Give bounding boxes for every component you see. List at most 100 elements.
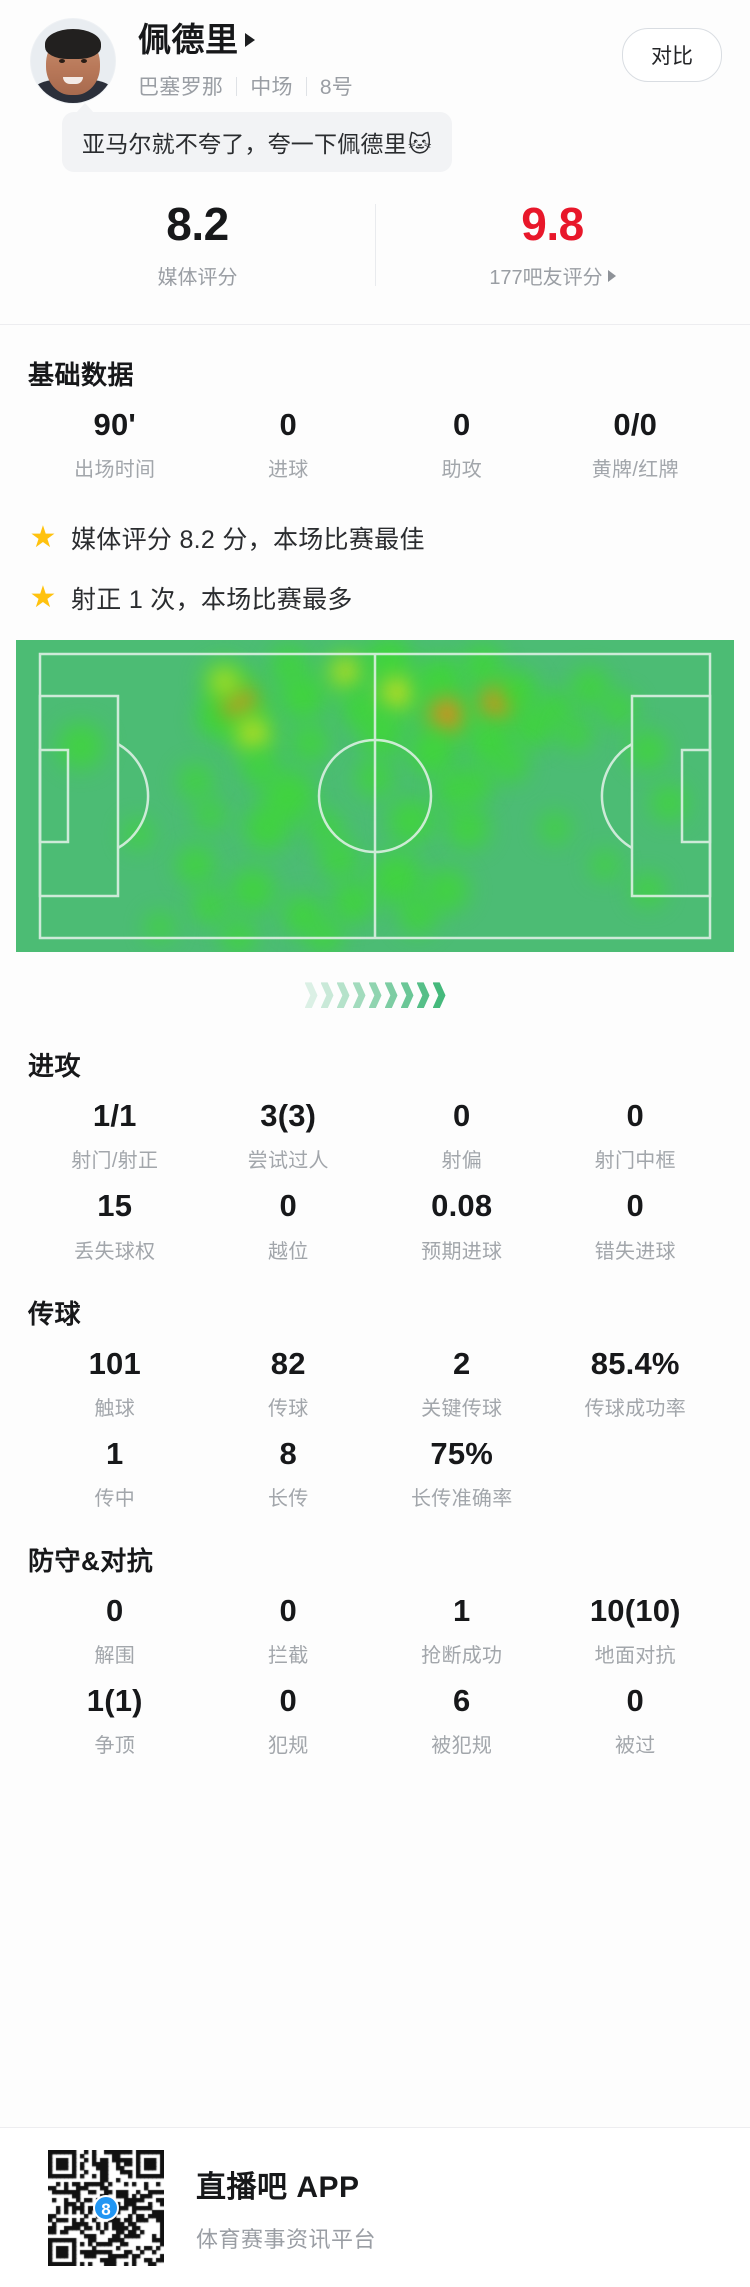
stat-value: 0 <box>626 1098 644 1134</box>
heatmap-blob <box>227 864 278 915</box>
media-rating-label: 媒体评分 <box>158 261 238 290</box>
player-team: 巴塞罗那 <box>138 76 224 100</box>
stat-cell: 0 解围 <box>28 1592 202 1668</box>
quote-bubble-wrap: 亚马尔就不夸了，夸一下佩德里🐱 <box>0 103 750 172</box>
stat-row: 15 丢失球权 0 越位 0.08 预期进球 0 错失进球 <box>28 1189 722 1263</box>
stat-label: 长传准确率 <box>411 1487 513 1510</box>
heatmap-pitch[interactable] <box>16 640 734 953</box>
stat-cell: 0 被过 <box>549 1682 723 1758</box>
stat-value: 3(3) <box>260 1098 317 1134</box>
stat-cell: 0 射门中框 <box>549 1099 723 1173</box>
media-rating-label-text: 媒体评分 <box>157 267 238 290</box>
stat-label: 错失进球 <box>594 1240 676 1263</box>
stat-cell: 0 射偏 <box>375 1099 549 1173</box>
scroll-hint-arrows <box>0 974 750 1016</box>
quote-text: 亚马尔就不夸了，夸一下佩德里 <box>82 131 407 157</box>
footer-text: 直播吧 APP 体育赛事资讯平台 <box>196 2162 376 2254</box>
stat-cell: 0 越位 <box>202 1189 376 1263</box>
stat-cell: 15 丢失球权 <box>28 1189 202 1263</box>
stat-cell: 75% 长传准确率 <box>375 1436 549 1511</box>
stat-value: 0.08 <box>431 1188 493 1224</box>
highlight-text: 射正 1 次，本场比赛最多 <box>71 586 353 615</box>
chevron-right-icon <box>369 982 382 1008</box>
chevron-right-icon <box>353 982 366 1008</box>
meta-divider <box>305 76 307 96</box>
stat-cell-empty <box>549 1437 723 1511</box>
stat-label: 射门中框 <box>594 1150 676 1173</box>
fans-rating-label-text: 177吧友评分 <box>489 267 603 290</box>
player-name-row[interactable]: 佩德里 <box>138 21 720 58</box>
stat-label: 传中 <box>94 1487 136 1510</box>
stat-cell: 0 错失进球 <box>549 1189 723 1263</box>
stat-cell: 101 触球 <box>28 1345 202 1421</box>
stat-cell: 0 拦截 <box>202 1593 376 1668</box>
stat-cell: 1/1 射门/射正 <box>28 1099 202 1173</box>
player-identity: 佩德里 巴塞罗那 中场 8号 <box>138 18 720 101</box>
heatmap-blob <box>317 836 362 881</box>
stat-cell: 3(3) 尝试过人 <box>202 1099 376 1173</box>
stat-label: 射门/射正 <box>71 1150 159 1173</box>
qr-code[interactable]: 8 <box>48 2149 164 2266</box>
section-title: 防守&对抗 <box>28 1545 154 1576</box>
stat-value: 0 <box>106 1592 124 1628</box>
player-position: 中场 <box>250 76 293 100</box>
stat-value: 101 <box>88 1345 141 1381</box>
heatmap-blob <box>536 809 573 846</box>
stat-cell: 82 传球 <box>202 1345 376 1421</box>
stat-row: 1/1 射门/射正 3(3) 尝试过人 0 射偏 0 射门中框 <box>28 1099 722 1173</box>
section-basic: 基础数据 90' 出场时间 0 进球 0 助攻 0/0 黄牌/红牌 <box>0 355 750 482</box>
stat-label: 预期进球 <box>421 1240 503 1263</box>
stat-cell: 90' 出场时间 <box>28 408 202 482</box>
stat-label: 丢失球权 <box>74 1240 156 1263</box>
stat-cell: 2 关键传球 <box>375 1346 549 1421</box>
footer-title: 直播吧 APP <box>196 2170 360 2204</box>
avatar[interactable] <box>30 18 116 104</box>
section-passing: 传球 101 触球 82 传球 2 关键传球 85.4% 传球成功率 1 传中 <box>0 1294 750 1511</box>
stat-cell: 1(1) 争顶 <box>28 1683 202 1758</box>
stat-value: 0 <box>453 407 471 443</box>
stat-cell: 0/0 黄牌/红牌 <box>549 408 723 482</box>
stat-value: 0 <box>279 1188 297 1224</box>
stat-label: 尝试过人 <box>247 1150 329 1173</box>
stat-value: 0 <box>626 1682 644 1718</box>
stat-cell: 6 被犯规 <box>375 1683 549 1758</box>
app-footer: 8 直播吧 APP 体育赛事资讯平台 <box>0 2127 750 2287</box>
avatar-mouth <box>63 77 83 84</box>
stat-value: 90' <box>93 407 136 443</box>
chevron-right-icon <box>433 982 446 1008</box>
stat-value: 0 <box>279 407 297 443</box>
stat-cell: 0 进球 <box>202 408 376 482</box>
stat-label: 射偏 <box>441 1150 483 1173</box>
stat-cell: 0 助攻 <box>375 408 549 482</box>
ratings-row: 8.2 媒体评分 9.8 177吧友评分 <box>0 194 750 300</box>
stat-label: 出场时间 <box>74 459 156 482</box>
heatmap-blob <box>191 797 228 834</box>
stat-label: 拦截 <box>267 1644 309 1667</box>
cat-face-icon: 🐱 <box>407 131 432 157</box>
fans-rating[interactable]: 9.8 177吧友评分 <box>375 194 730 300</box>
stat-label: 传球 <box>267 1397 309 1420</box>
stat-cell: 0 犯规 <box>202 1683 376 1758</box>
chevron-right-icon <box>607 269 616 282</box>
heatmap-blob <box>218 916 259 953</box>
star-icon: ★ <box>29 581 57 615</box>
stat-cell: 10(10) 地面对抗 <box>549 1593 723 1668</box>
heatmap-blob <box>54 720 107 773</box>
compare-button[interactable]: 对比 <box>622 28 722 82</box>
qr-badge: 8 <box>93 2194 119 2221</box>
stat-row: 0 解围 0 拦截 1 抢断成功 10(10) 地面对抗 <box>28 1592 723 1668</box>
stat-value: 0 <box>453 1098 471 1134</box>
section-title: 传球 <box>28 1298 82 1329</box>
stat-value: 82 <box>270 1345 306 1381</box>
stat-label: 长传 <box>267 1487 309 1510</box>
stat-value: 0 <box>626 1188 644 1224</box>
stat-label: 抢断成功 <box>421 1644 503 1667</box>
stat-cell: 1 传中 <box>28 1436 202 1511</box>
heatmap-blob <box>557 714 596 753</box>
stat-value: 1 <box>453 1592 471 1628</box>
highlight-item: ★ 媒体评分 8.2 分，本场比赛最佳 <box>28 520 722 556</box>
highlight-text: 媒体评分 8.2 分，本场比赛最佳 <box>71 526 425 555</box>
fans-rating-label[interactable]: 177吧友评分 <box>489 261 616 290</box>
stat-label: 传球成功率 <box>584 1397 686 1420</box>
